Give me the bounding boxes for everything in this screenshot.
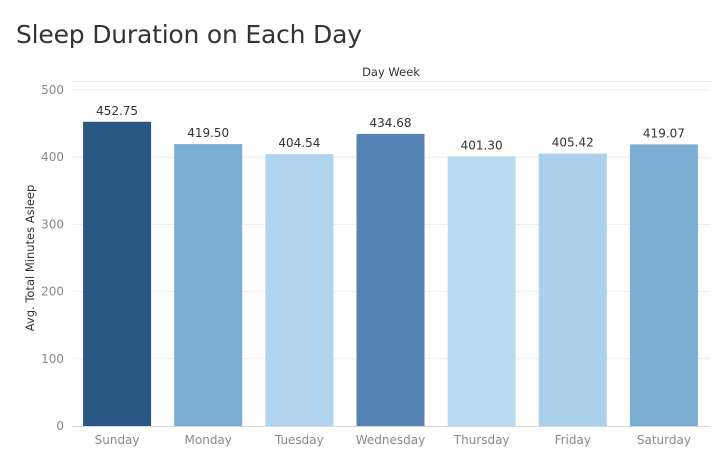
x-axis-title: Day Week (362, 65, 420, 79)
bar-friday[interactable] (538, 153, 607, 427)
x-tick-label: Friday (555, 433, 591, 447)
data-label: 405.42 (552, 136, 594, 150)
data-labels: 452.75 419.50 404.54 434.68 401.30 405.42 419.… (96, 104, 685, 153)
y-tick-label: 400 (41, 150, 64, 164)
bar-tuesday[interactable] (265, 154, 334, 427)
data-label: 419.07 (643, 126, 685, 140)
data-label: 434.68 (370, 116, 412, 130)
bar-thursday[interactable] (447, 156, 516, 426)
y-axis-ticks: 0 100 200 300 400 500 (41, 83, 64, 433)
y-tick-label: 200 (41, 285, 64, 299)
bars (83, 121, 698, 427)
x-tick-label: Monday (185, 433, 232, 447)
chart-title: Sleep Duration on Each Day (16, 20, 362, 49)
data-label: 419.50 (187, 126, 229, 140)
x-tick-label: Tuesday (274, 433, 324, 447)
y-axis-title: Avg. Total Minutes Asleep (23, 185, 37, 332)
bar-saturday[interactable] (629, 144, 698, 427)
x-tick-label: Sunday (95, 433, 140, 447)
x-tick-label: Wednesday (356, 433, 425, 447)
data-label: 404.54 (278, 136, 320, 150)
x-tick-label: Thursday (453, 433, 510, 447)
bar-sunday[interactable] (83, 121, 152, 426)
y-tick-label: 500 (41, 83, 64, 97)
bar-wednesday[interactable] (356, 133, 425, 427)
x-tick-label: Saturday (637, 433, 691, 447)
data-label: 401.30 (461, 138, 503, 152)
y-tick-label: 0 (56, 419, 64, 433)
y-tick-label: 300 (41, 217, 64, 231)
x-axis-labels: Sunday Monday Tuesday Wednesday Thursday Frid… (95, 433, 691, 447)
bar-monday[interactable] (174, 144, 243, 426)
y-tick-label: 100 (41, 352, 64, 366)
data-label: 452.75 (96, 104, 138, 118)
